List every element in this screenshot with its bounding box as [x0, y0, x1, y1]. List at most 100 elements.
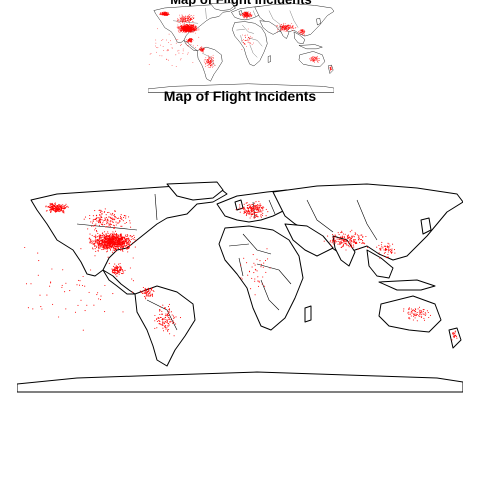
incident-point	[415, 310, 417, 312]
incident-point	[115, 243, 117, 245]
incident-point	[105, 226, 107, 228]
incident-point	[284, 26, 285, 27]
incident-point	[150, 53, 152, 54]
incident-point	[259, 203, 261, 205]
incident-point	[112, 242, 114, 244]
incident-point	[113, 245, 115, 247]
incident-point	[189, 40, 190, 42]
incident-point	[170, 311, 173, 313]
incident-point	[289, 28, 291, 30]
incident-point	[156, 320, 158, 322]
incident-point	[175, 39, 177, 40]
incident-point	[105, 214, 107, 216]
incident-point	[102, 242, 104, 244]
incident-point	[181, 22, 183, 24]
incident-point	[186, 53, 188, 55]
incident-point	[144, 297, 147, 299]
incident-point	[244, 211, 246, 214]
incident-point	[123, 217, 125, 219]
incident-point	[239, 211, 241, 213]
incident-point	[99, 234, 101, 236]
incident-point	[177, 29, 179, 31]
country-border	[205, 7, 207, 20]
incident-point	[354, 241, 356, 243]
incident-point	[52, 207, 54, 209]
incident-point	[114, 236, 116, 238]
incident-point	[156, 51, 157, 53]
incident-point	[84, 285, 86, 287]
incident-point	[282, 24, 284, 26]
incident-point	[98, 222, 100, 224]
incident-point	[182, 27, 184, 29]
incident-point	[129, 235, 131, 237]
map-layer	[148, 2, 334, 93]
landmass-indonesia	[378, 279, 436, 291]
incident-point	[59, 209, 61, 211]
incident-point	[120, 237, 122, 240]
incident-point	[258, 280, 260, 282]
incident-point	[165, 328, 167, 330]
incident-point	[418, 306, 421, 308]
incident-point	[124, 234, 127, 236]
incident-point	[104, 231, 106, 233]
incident-point	[412, 310, 414, 312]
landmass-greenland	[166, 181, 224, 201]
incident-point	[179, 31, 181, 33]
incident-point	[184, 25, 186, 27]
incident-point	[123, 272, 125, 274]
incident-point	[115, 247, 117, 249]
incident-point	[186, 39, 187, 40]
incident-point	[52, 203, 54, 206]
incident-point	[182, 32, 184, 34]
incident-point	[166, 314, 168, 316]
incident-point	[208, 58, 210, 59]
incident-point	[173, 317, 175, 319]
incident-point	[260, 215, 262, 217]
incident-point	[183, 30, 185, 31]
incident-point	[422, 310, 424, 313]
incident-point	[162, 318, 164, 320]
incident-point	[264, 285, 266, 287]
incident-point	[304, 33, 305, 35]
incident-point	[363, 242, 365, 244]
incident-point	[205, 66, 207, 67]
incident-point	[196, 27, 198, 29]
incident-point	[46, 294, 48, 296]
incident-point	[253, 211, 255, 213]
incident-point	[161, 12, 163, 13]
incident-point	[189, 28, 191, 29]
incident-point	[201, 46, 203, 48]
incident-point	[385, 247, 387, 250]
incident-point	[303, 29, 305, 31]
incident-point	[249, 204, 251, 206]
incident-point	[160, 324, 162, 326]
incident-point	[249, 37, 250, 39]
landmass-new-zealand	[448, 327, 462, 349]
incident-point	[186, 19, 188, 21]
incident-point	[303, 33, 305, 35]
incident-point	[357, 238, 359, 240]
incident-point	[92, 220, 94, 222]
incident-point	[385, 257, 388, 259]
incident-point	[189, 30, 191, 32]
incident-point	[286, 26, 288, 27]
incident-point	[188, 14, 189, 16]
map-panel-top: Map of Flight Incidents	[148, 0, 334, 96]
incident-point	[95, 250, 97, 252]
incident-point	[252, 213, 254, 216]
incident-point	[246, 14, 248, 16]
incident-point	[253, 217, 255, 219]
incident-point	[65, 308, 67, 310]
incident-point	[160, 13, 162, 15]
incident-point	[391, 251, 393, 254]
incident-point	[261, 207, 263, 209]
incident-point	[90, 241, 92, 243]
incident-point	[49, 203, 51, 205]
incident-point	[110, 244, 112, 246]
incident-point	[251, 266, 253, 268]
incident-point	[177, 39, 179, 41]
incident-point	[188, 14, 190, 15]
incident-point	[167, 49, 168, 51]
incident-point	[190, 41, 192, 42]
incident-point	[280, 27, 282, 29]
